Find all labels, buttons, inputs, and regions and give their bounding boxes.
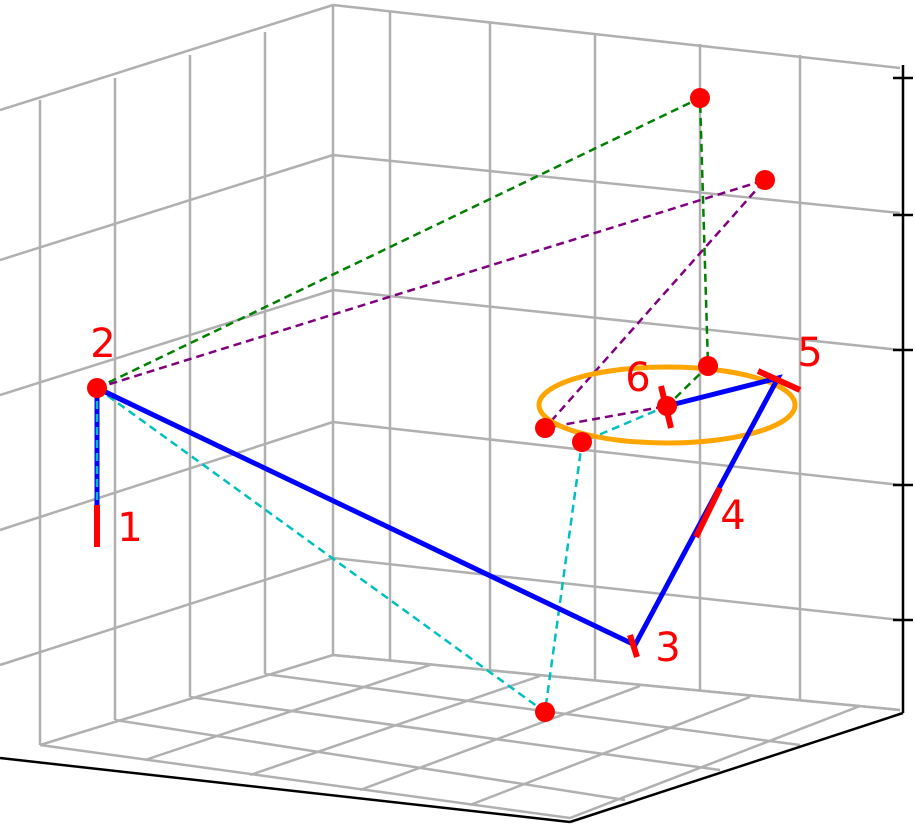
- label: 6: [625, 355, 650, 401]
- label: 5: [797, 330, 822, 376]
- grid: [0, 3, 901, 820]
- axes: [0, 65, 913, 824]
- dashed-links: [96, 96, 769, 715]
- label: 2: [90, 321, 115, 367]
- label: 1: [117, 505, 142, 551]
- tick-marks: [94, 368, 802, 658]
- label: 4: [720, 493, 745, 539]
- label: 3: [655, 625, 680, 671]
- orbit: [536, 364, 798, 446]
- path: [94, 374, 783, 649]
